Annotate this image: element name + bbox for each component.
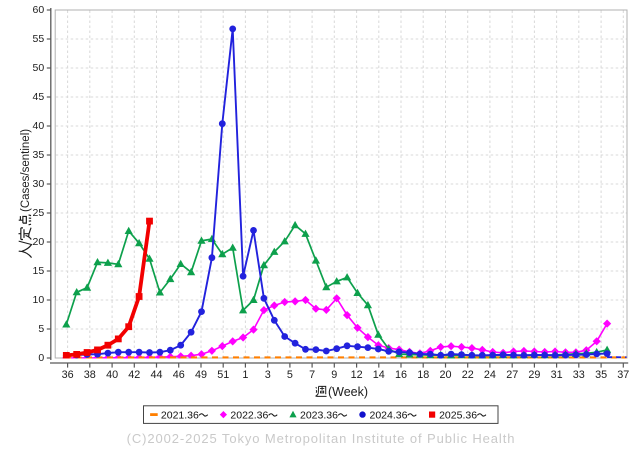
svg-text:2022.36: 2022.36 bbox=[230, 409, 268, 421]
svg-text:46: 46 bbox=[173, 369, 185, 381]
svg-text:40: 40 bbox=[106, 369, 118, 381]
svg-text:37: 37 bbox=[617, 369, 629, 381]
svg-text:(C)2002-2025 Tokyo Metropolita: (C)2002-2025 Tokyo Metropolitan Institut… bbox=[127, 431, 516, 446]
svg-text:2021.36: 2021.36 bbox=[161, 409, 199, 421]
svg-text:29: 29 bbox=[528, 369, 540, 381]
svg-text:50: 50 bbox=[33, 62, 45, 74]
svg-text:35: 35 bbox=[33, 149, 45, 161]
svg-text:7: 7 bbox=[309, 369, 315, 381]
svg-text:40: 40 bbox=[33, 120, 45, 132]
svg-text:16: 16 bbox=[395, 369, 407, 381]
svg-text:36: 36 bbox=[62, 369, 74, 381]
svg-text:55: 55 bbox=[33, 33, 45, 45]
svg-text:3: 3 bbox=[265, 369, 271, 381]
svg-text:49: 49 bbox=[195, 369, 207, 381]
svg-text:15: 15 bbox=[33, 265, 45, 277]
svg-text:45: 45 bbox=[33, 91, 45, 103]
svg-text:22: 22 bbox=[462, 369, 474, 381]
svg-text:2025.36: 2025.36 bbox=[439, 409, 477, 421]
svg-text:38: 38 bbox=[84, 369, 96, 381]
svg-text:5: 5 bbox=[38, 323, 44, 335]
svg-text:10: 10 bbox=[33, 294, 45, 306]
svg-text:27: 27 bbox=[506, 369, 518, 381]
svg-text:30: 30 bbox=[33, 178, 45, 190]
svg-text:5: 5 bbox=[287, 369, 293, 381]
svg-text:2024.36: 2024.36 bbox=[370, 409, 408, 421]
svg-text:51: 51 bbox=[217, 369, 229, 381]
svg-text:9: 9 bbox=[331, 369, 337, 381]
svg-text:35: 35 bbox=[595, 369, 607, 381]
svg-text:(Cases/sentinel): (Cases/sentinel) bbox=[20, 129, 32, 212]
svg-text:0: 0 bbox=[38, 352, 44, 364]
svg-text:60: 60 bbox=[33, 4, 45, 16]
svg-text:42: 42 bbox=[128, 369, 140, 381]
svg-text:12: 12 bbox=[351, 369, 363, 381]
svg-text:33: 33 bbox=[573, 369, 585, 381]
svg-text:18: 18 bbox=[417, 369, 429, 381]
svg-text:14: 14 bbox=[373, 369, 385, 381]
svg-text:2023.36: 2023.36 bbox=[300, 409, 338, 421]
svg-text:1: 1 bbox=[242, 369, 248, 381]
svg-text:31: 31 bbox=[551, 369, 563, 381]
svg-text:24: 24 bbox=[484, 369, 496, 381]
svg-text:(Week): (Week) bbox=[328, 385, 368, 399]
svg-text:20: 20 bbox=[33, 236, 45, 248]
svg-text:25: 25 bbox=[33, 207, 45, 219]
svg-text:20: 20 bbox=[439, 369, 451, 381]
svg-text:44: 44 bbox=[150, 369, 162, 381]
